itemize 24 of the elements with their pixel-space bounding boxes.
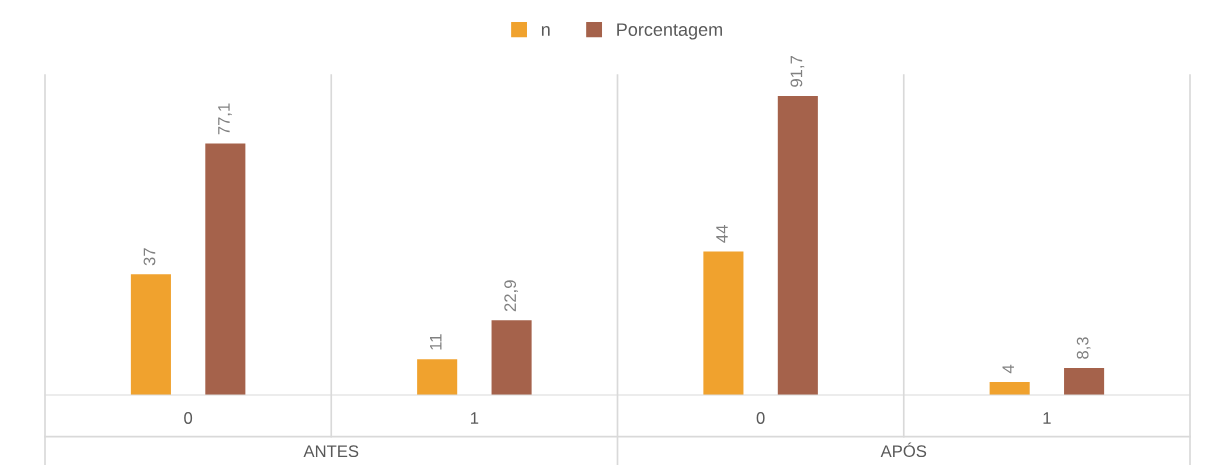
bar (417, 359, 458, 395)
bar (205, 143, 246, 395)
data-label: 44 (716, 225, 728, 243)
data-label: 8,3 (1076, 337, 1091, 359)
bar (130, 274, 171, 395)
legend-label: Porcentagem (617, 23, 722, 40)
bar (777, 95, 818, 395)
bar (1064, 367, 1105, 395)
x-tick-label: 1 (1043, 412, 1051, 424)
x-tick-label: 1 (471, 412, 479, 424)
x-tick-label: 0 (756, 412, 765, 424)
bar (989, 381, 1030, 395)
data-label: 11 (430, 334, 442, 350)
data-label: 4 (1002, 364, 1014, 374)
bar (491, 320, 532, 395)
text: ANTES (303, 445, 359, 458)
data-label: 91,7 (790, 56, 805, 87)
bar (703, 251, 744, 395)
x-tick-label: 0 (184, 412, 193, 424)
data-label: 37 (143, 248, 156, 266)
text: APÓS (880, 442, 927, 458)
data-label: 77,1 (218, 103, 232, 135)
data-label: 22,9 (504, 280, 519, 312)
legend-label: n (541, 26, 550, 36)
